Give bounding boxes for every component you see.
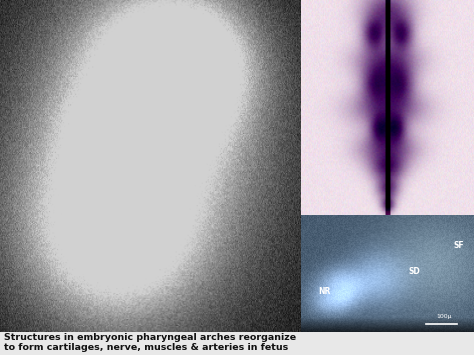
Text: SF: SF — [453, 241, 464, 250]
FancyBboxPatch shape — [0, 332, 474, 355]
Text: NR: NR — [319, 288, 331, 296]
Text: develop in craniocaudal sequence: develop in craniocaudal sequence — [6, 20, 184, 29]
Text: during 4th to 6th weeks: during 4th to 6th weeks — [6, 31, 131, 41]
Text: Pharyngeal (or branchial) arches: Pharyngeal (or branchial) arches — [6, 5, 219, 15]
Text: 100μ: 100μ — [436, 314, 452, 319]
FancyBboxPatch shape — [1, 2, 212, 96]
Text: to form cartilages, nerve, muscles & arteries in fetus: to form cartilages, nerve, muscles & art… — [4, 343, 288, 352]
Text: SD: SD — [408, 268, 420, 277]
Text: Structures in embryonic pharyngeal arches reorganize: Structures in embryonic pharyngeal arche… — [4, 333, 296, 342]
